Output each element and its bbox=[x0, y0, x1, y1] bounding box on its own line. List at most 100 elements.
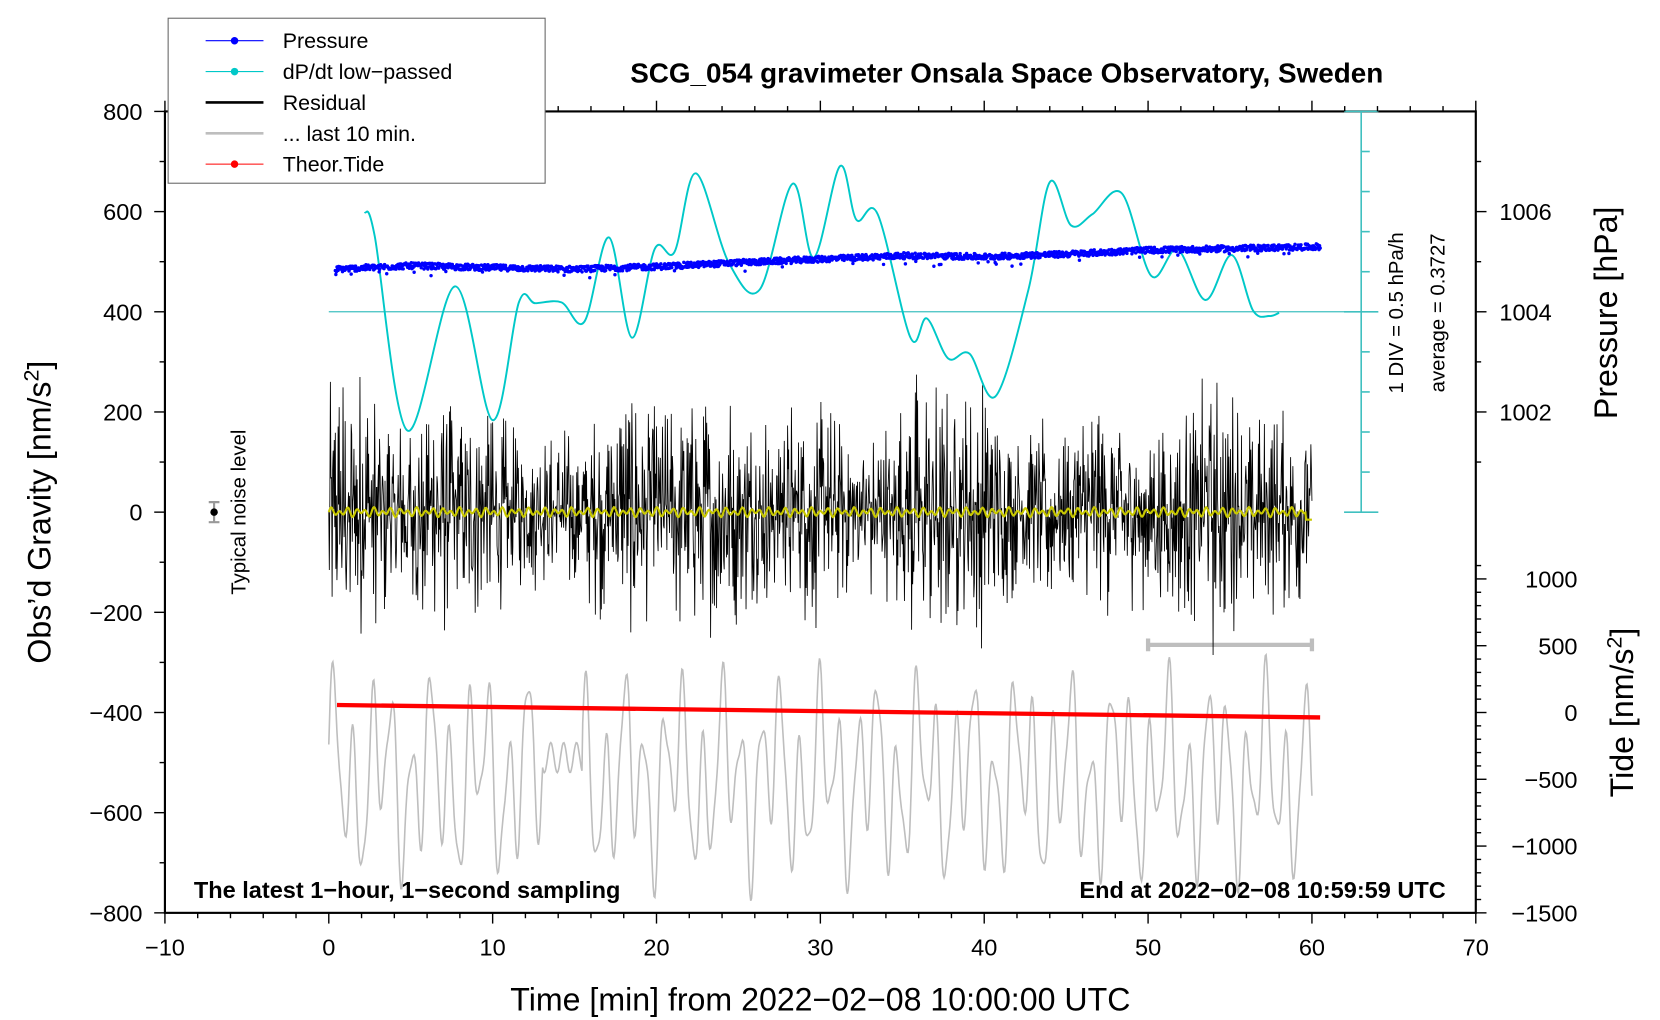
pressure-point bbox=[918, 252, 923, 256]
pressure-tick-label: 1006 bbox=[1499, 199, 1551, 225]
legend-marker bbox=[230, 36, 239, 45]
tide-tick-label: −500 bbox=[1525, 767, 1578, 793]
pressure-point bbox=[1272, 243, 1276, 247]
x-tick-label: −10 bbox=[145, 935, 185, 961]
pressure-point bbox=[672, 269, 677, 273]
pressure-point bbox=[1107, 248, 1111, 252]
y-tick-label: 800 bbox=[103, 99, 142, 125]
pressure-point bbox=[958, 251, 962, 256]
pressure-point bbox=[444, 269, 448, 274]
tide-tick-label: 1000 bbox=[1525, 566, 1577, 592]
annotation-end-time: End at 2022−02−08 10:59:59 UTC bbox=[1079, 877, 1445, 903]
dpdt-average-label: average = 0.3727 bbox=[1428, 233, 1450, 392]
noise-level-label: Typical noise level bbox=[228, 430, 250, 595]
pressure-point bbox=[1137, 255, 1142, 259]
pressure-point bbox=[743, 269, 747, 273]
pressure-point bbox=[1198, 252, 1202, 256]
pressure-point bbox=[932, 264, 936, 268]
pressure-point bbox=[1022, 256, 1026, 260]
pressure-point bbox=[1299, 243, 1303, 247]
pressure-point bbox=[851, 261, 855, 266]
pressure-point bbox=[1266, 243, 1270, 248]
pressure-point bbox=[779, 257, 783, 261]
pressure-point bbox=[914, 259, 918, 264]
x-axis-label: Time [min] from 2022−02−08 10:00:00 UTC bbox=[510, 981, 1130, 1017]
pressure-point bbox=[1204, 244, 1209, 248]
y-axis-label: Obs’d Gravity [nm/s2] bbox=[20, 361, 58, 664]
legend-label: Residual bbox=[283, 91, 366, 115]
pressure-point bbox=[1287, 251, 1291, 256]
x-tick-label: 10 bbox=[480, 935, 506, 961]
legend-marker bbox=[230, 67, 239, 76]
pressure-point bbox=[437, 266, 441, 270]
plot-marks bbox=[208, 165, 1377, 902]
pressure-point bbox=[816, 260, 820, 264]
legend-label: ... last 10 min. bbox=[283, 122, 416, 146]
pressure-point bbox=[526, 269, 530, 273]
pressure-point bbox=[1018, 256, 1023, 261]
legend-marker bbox=[230, 160, 239, 168]
x-tick-label: 40 bbox=[971, 935, 997, 961]
legend-label: Theor.Tide bbox=[283, 153, 385, 177]
tide-series bbox=[336, 702, 1321, 720]
pressure-point bbox=[480, 270, 485, 274]
pressure-point bbox=[881, 262, 886, 267]
pressure-point bbox=[588, 276, 592, 280]
pressure-point bbox=[334, 272, 338, 277]
pressure-point bbox=[886, 252, 890, 257]
pressure-point bbox=[1318, 246, 1322, 250]
pressure-point bbox=[377, 267, 382, 272]
pressure-point bbox=[429, 273, 433, 278]
axes: −10 0 10 20 30 40 50 60 70 800 600 400 200 0 −200 −400 −… bbox=[89, 99, 1577, 961]
pressure-point bbox=[412, 270, 416, 274]
legend-label: Pressure bbox=[283, 29, 369, 53]
pressure-point bbox=[385, 272, 389, 276]
x-tick-label: 0 bbox=[322, 935, 335, 961]
pressure-point bbox=[592, 268, 597, 273]
x-tick-label: 30 bbox=[807, 935, 833, 961]
pressure-point bbox=[780, 265, 785, 269]
y-tick-label: −600 bbox=[89, 800, 142, 826]
pressure-point bbox=[1174, 249, 1178, 254]
pressure-point bbox=[765, 261, 770, 265]
tide-axis-label: Tide [nm/s2] bbox=[1602, 628, 1640, 798]
pressure-point bbox=[827, 255, 831, 259]
pressure-point bbox=[659, 262, 663, 266]
pressure-point bbox=[1019, 262, 1023, 266]
pressure-axis-label: Pressure [hPa] bbox=[1588, 207, 1624, 420]
pressure-series bbox=[333, 242, 1322, 280]
pressure-point bbox=[1176, 253, 1180, 257]
pressure-point bbox=[580, 270, 584, 274]
pressure-point bbox=[1256, 251, 1260, 255]
pressure-point bbox=[1160, 255, 1164, 259]
pressure-point bbox=[377, 270, 381, 274]
annotation-sampling: The latest 1−hour, 1−second sampling bbox=[194, 877, 621, 903]
pressure-point bbox=[1091, 253, 1095, 258]
pressure-point bbox=[562, 273, 566, 277]
pressure-point bbox=[729, 258, 734, 263]
x-tick-label: 20 bbox=[643, 935, 669, 961]
pressure-point bbox=[620, 269, 625, 273]
legend-box bbox=[167, 17, 546, 184]
legend-label: dP/dt low−passed bbox=[283, 60, 453, 84]
pressure-point bbox=[336, 268, 340, 273]
pressure-point bbox=[907, 252, 911, 256]
pressure-point bbox=[1282, 252, 1286, 256]
pressure-point bbox=[964, 251, 969, 256]
pressure-point bbox=[758, 262, 763, 267]
pressure-point bbox=[1118, 252, 1122, 256]
pressure-tick-label: 1004 bbox=[1499, 299, 1551, 325]
tide-tick-label: 0 bbox=[1564, 700, 1577, 726]
pressure-point bbox=[1181, 249, 1185, 254]
residual-series bbox=[328, 374, 1313, 655]
last-10-min-range-bar bbox=[1145, 638, 1315, 652]
pressure-point bbox=[538, 264, 543, 268]
residual-lowpass-series bbox=[327, 505, 1312, 521]
pressure-point bbox=[1010, 264, 1014, 268]
pressure-point bbox=[784, 261, 788, 266]
pressure-point bbox=[925, 256, 930, 261]
pressure-point bbox=[939, 262, 943, 267]
pressure-point bbox=[913, 251, 917, 255]
pressure-point bbox=[687, 265, 691, 269]
